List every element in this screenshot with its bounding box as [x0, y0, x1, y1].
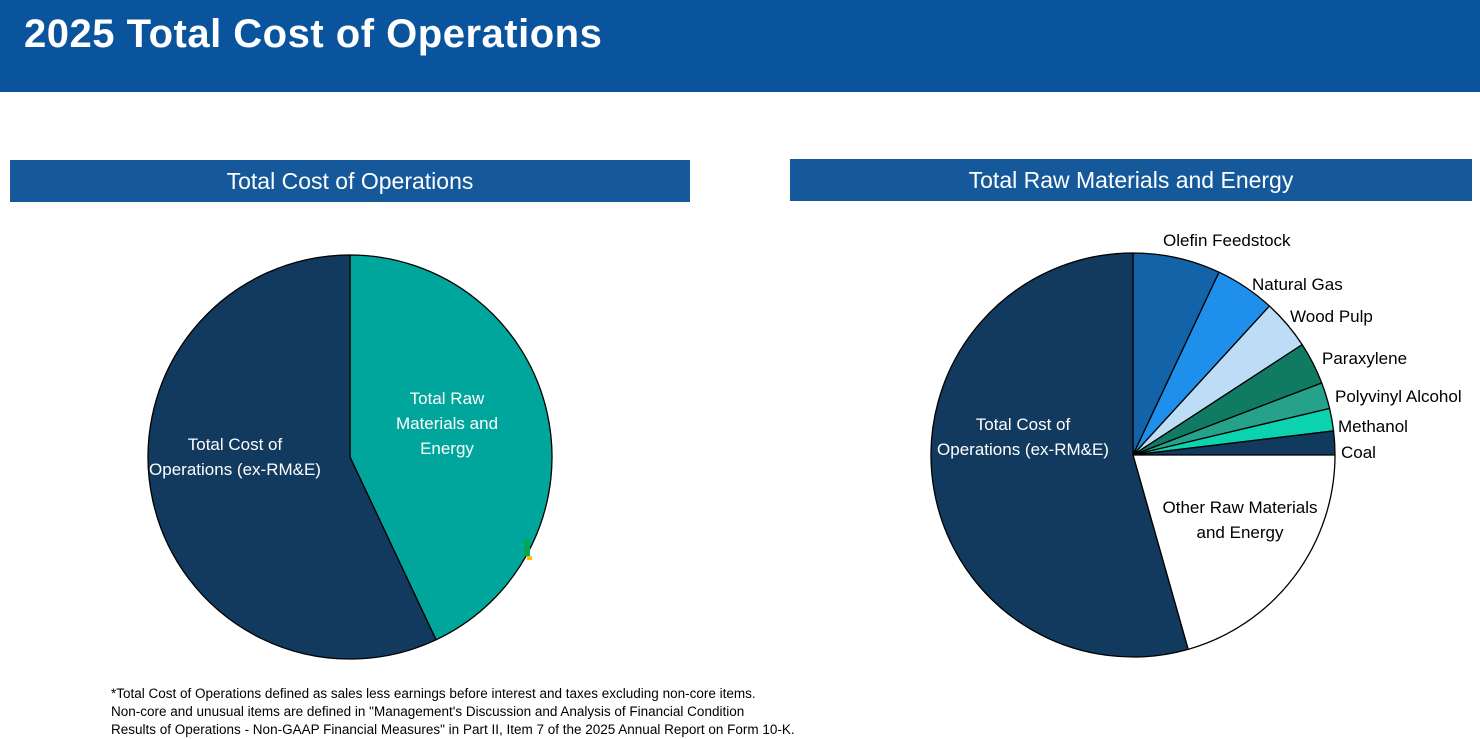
slice-label-total-raw-materials-and-energy: Total Raw Materials and Energy — [395, 389, 499, 458]
total-raw-materials-and-energy-pie-chart — [930, 252, 1336, 658]
pie-slice-total-cost-of-operations-ex-rm-e — [930, 252, 1189, 658]
pie-slice-other-raw-materials-and-energy — [1132, 454, 1336, 650]
callout-label-methanol: Methanol — [1338, 417, 1408, 436]
green-sliver-artifact — [524, 539, 530, 556]
footnote: *Total Cost of Operations defined as sal… — [111, 686, 795, 737]
pie-slice-total-raw-materials-and-energy — [349, 254, 553, 641]
slide-header: 2025 Total Cost of Operations — [0, 0, 1480, 92]
pie-slice-total-cost-of-operations-ex-rm-e — [147, 254, 437, 660]
slice-label-total-cost-ex-rme-right: Total Cost of Operations (ex-RM&E) — [937, 415, 1109, 459]
callout-label-olefin-feedstock: Olefin Feedstock — [1163, 231, 1291, 250]
callout-label-natural-gas: Natural Gas — [1252, 275, 1343, 294]
left-chart-title-bar: Total Cost of Operations — [10, 160, 690, 202]
slice-label-total-cost-ex-rme: Total Cost of Operations (ex-RM&E) — [149, 435, 321, 479]
total-cost-of-operations-pie-chart — [147, 254, 553, 660]
callout-label-polyvinyl-alcohol: Polyvinyl Alcohol — [1335, 387, 1462, 406]
slide-title: 2025 Total Cost of Operations — [24, 12, 603, 56]
yellow-sliver-artifact — [527, 556, 532, 560]
slice-label-other-raw-materials-and-energy: Other Raw Materials and Energy — [1162, 498, 1318, 542]
right-chart-title-bar: Total Raw Materials and Energy — [790, 159, 1472, 201]
callout-label-wood-pulp: Wood Pulp — [1290, 307, 1373, 326]
callout-label-coal: Coal — [1341, 443, 1376, 462]
callout-label-paraxylene: Paraxylene — [1322, 349, 1408, 368]
